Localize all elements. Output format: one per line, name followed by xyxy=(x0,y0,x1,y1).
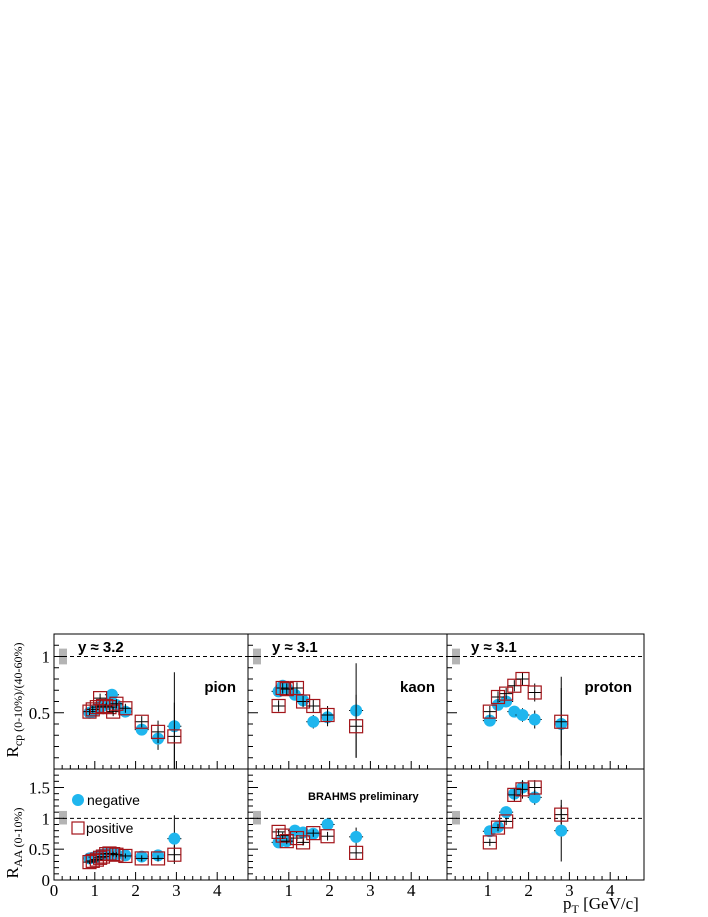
point-negative xyxy=(168,832,181,845)
particle-label: pion xyxy=(204,679,236,696)
panel-top-right: y ≈ 3.1 proton xyxy=(446,633,645,770)
point-positive xyxy=(279,682,294,697)
point-negative xyxy=(350,830,363,843)
legend-positive-label: positive xyxy=(86,820,134,836)
point-positive xyxy=(515,671,530,687)
point-positive xyxy=(275,680,290,696)
systematic-band xyxy=(452,810,460,825)
point-positive xyxy=(271,698,286,714)
x-tick-label: 4 xyxy=(606,881,615,900)
point-positive xyxy=(320,829,335,844)
point-positive xyxy=(349,719,364,734)
systematic-band xyxy=(253,810,261,825)
x-tick-label: 2 xyxy=(131,881,140,900)
point-positive xyxy=(279,834,294,849)
x-tick-label: 1 xyxy=(91,881,100,900)
legend: negative positive xyxy=(71,792,140,836)
x-tick-label: 2 xyxy=(524,881,533,900)
point-negative xyxy=(500,806,513,819)
point-positive xyxy=(106,846,121,862)
y-axis-title-top: Rcp (0-10%)/(40-60%) xyxy=(3,643,25,758)
panel-frame xyxy=(446,768,645,881)
y-tick-label: 0.5 xyxy=(29,704,50,723)
y-axis-title-bottom: RAA (0-10%) xyxy=(3,807,25,878)
point-positive xyxy=(554,714,569,729)
legend-negative-marker xyxy=(72,794,84,806)
point-positive xyxy=(295,694,311,709)
rapidity-label: y ≈ 3.2 xyxy=(78,639,124,656)
point-positive xyxy=(150,851,166,866)
panel-bottom-left: 0 0.5 1 1.5 0 1 2 3 4 xyxy=(29,768,249,900)
particle-label: kaon xyxy=(400,679,435,696)
point-positive xyxy=(499,686,514,701)
point-positive xyxy=(482,704,497,719)
point-positive xyxy=(490,689,506,705)
x-axis-title: pT [GeV/c] xyxy=(563,894,639,916)
x-tick-label: 3 xyxy=(366,881,375,900)
point-positive xyxy=(320,707,335,723)
x-tick-label: 3 xyxy=(565,881,574,900)
point-positive xyxy=(306,826,321,841)
rapidity-label: y ≈ 3.1 xyxy=(272,639,318,656)
x-tick-label: 3 xyxy=(172,881,181,900)
y-tick-label: 1.5 xyxy=(29,779,50,798)
y-tick-label: 1 xyxy=(42,809,51,828)
point-negative xyxy=(555,824,568,837)
point-positive xyxy=(499,814,514,829)
panel-frame xyxy=(247,768,448,881)
point-positive xyxy=(109,696,124,711)
point-positive xyxy=(118,848,133,864)
point-positive xyxy=(134,851,149,866)
x-tick-label: 1 xyxy=(285,881,294,900)
x-tick-label: 4 xyxy=(407,881,416,900)
point-positive xyxy=(118,701,133,716)
point-negative xyxy=(500,695,513,708)
point-positive xyxy=(507,787,522,803)
panel-bottom-middle: 1 2 3 4 xyxy=(247,768,448,900)
point-positive xyxy=(527,780,542,795)
point-positive xyxy=(150,724,166,739)
y-tick-label: 0.5 xyxy=(29,840,50,859)
y-tick-label: 1 xyxy=(42,648,51,667)
preliminary-label: BRAHMS preliminary xyxy=(308,791,420,803)
x-tick-label: 2 xyxy=(325,881,334,900)
legend-negative-label: negative xyxy=(87,792,140,808)
point-positive xyxy=(554,807,569,822)
point-negative xyxy=(516,709,529,721)
point-positive xyxy=(306,698,321,714)
panels: 0.5 1 y ≈ 3.2 pion y ≈ 3.1 kaon y ≈ 3.1 proton 0… xyxy=(29,633,645,900)
point-positive xyxy=(482,835,497,850)
point-negative xyxy=(135,723,148,736)
x-tick-label: 0 xyxy=(50,881,59,900)
point-positive xyxy=(271,824,286,840)
point-positive xyxy=(527,685,542,700)
particle-label: proton xyxy=(585,679,632,696)
point-negative xyxy=(307,715,320,728)
systematic-band xyxy=(59,810,67,825)
panel-top-middle: y ≈ 3.1 kaon xyxy=(247,633,448,770)
panel-top-left: 0.5 1 y ≈ 3.2 pion xyxy=(29,633,249,770)
rapidity-label: y ≈ 3.1 xyxy=(471,639,517,656)
x-tick-label: 1 xyxy=(484,881,493,900)
x-tick-label: 4 xyxy=(213,881,222,900)
point-positive xyxy=(515,782,530,797)
point-positive xyxy=(134,714,149,729)
point-positive xyxy=(167,847,182,862)
legend-positive-marker xyxy=(71,821,85,835)
point-negative xyxy=(528,713,541,726)
point-positive xyxy=(349,845,364,860)
point-positive xyxy=(109,847,124,862)
point-negative xyxy=(321,818,334,831)
y-tick-label: 0 xyxy=(42,871,51,890)
point-positive xyxy=(106,704,121,719)
point-positive xyxy=(275,828,290,843)
point-positive xyxy=(167,729,182,744)
point-positive xyxy=(295,835,311,850)
panel-bottom-right: 1 2 3 4 xyxy=(446,768,645,900)
